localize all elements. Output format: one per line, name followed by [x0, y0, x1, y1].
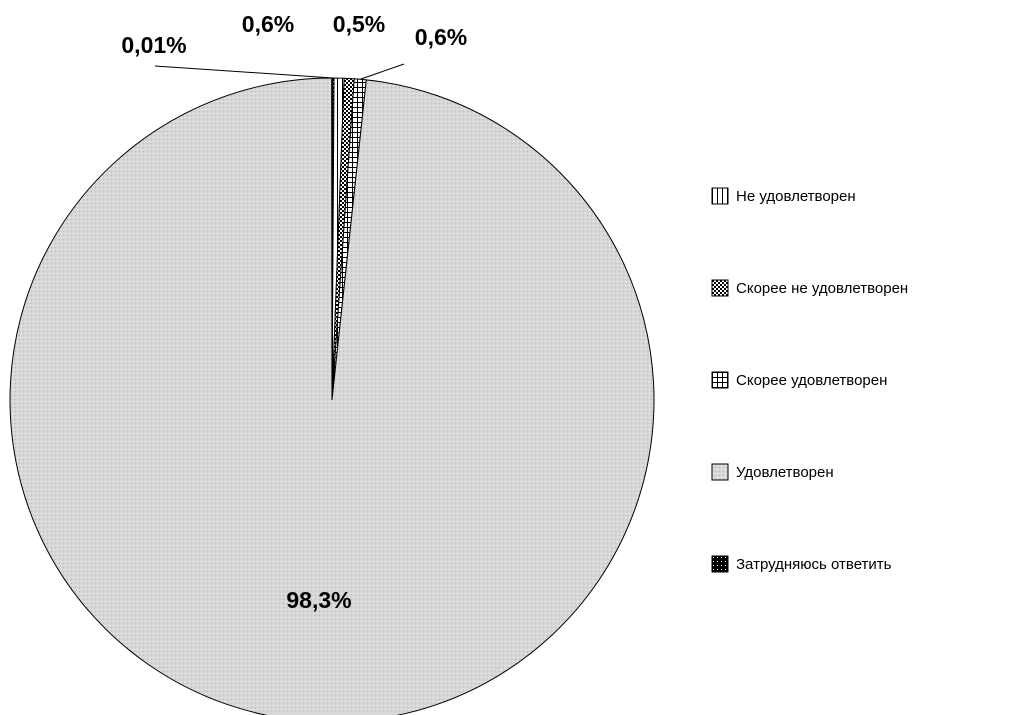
legend-label: Затрудняюсь ответить: [736, 556, 892, 573]
legend-item-скорее-удовлетворен: Скорее удовлетворен: [711, 371, 887, 389]
data-labels: 0,6% 0,5% 0,6% 98,3% 0,01%: [121, 11, 467, 613]
legend-swatch: [711, 555, 729, 573]
legend-label: Удовлетворен: [736, 464, 834, 481]
legend-swatch: [711, 187, 729, 205]
legend-item-скорее-не-удовлетворен: Скорее не удовлетворен: [711, 279, 908, 297]
legend-item-затрудняюсь-ответить: Затрудняюсь ответить: [711, 555, 892, 573]
legend-label: Скорее не удовлетворен: [736, 280, 908, 297]
data-label-2: 0,5%: [333, 11, 385, 37]
data-label-5: 0,01%: [121, 32, 186, 58]
leader-line-3: [360, 63, 405, 80]
data-label-3: 0,6%: [415, 24, 467, 50]
legend-swatch: [711, 463, 729, 481]
legend-swatch: [711, 279, 729, 297]
data-label-4: 98,3%: [286, 587, 351, 613]
legend: Не удовлетворен Скорее не удовлетворен Ско…: [711, 187, 908, 573]
leader-line-5: [154, 65, 333, 79]
data-label-1: 0,6%: [242, 11, 294, 37]
legend-item-удовлетворен: Удовлетворен: [711, 463, 834, 481]
pie-slices: [9, 77, 655, 715]
legend-label: Скорее удовлетворен: [736, 372, 887, 389]
legend-swatch: [711, 371, 729, 389]
legend-label: Не удовлетворен: [736, 188, 856, 205]
leader-lines: [154, 63, 405, 80]
legend-item-не-удовлетворен: Не удовлетворен: [711, 187, 856, 205]
